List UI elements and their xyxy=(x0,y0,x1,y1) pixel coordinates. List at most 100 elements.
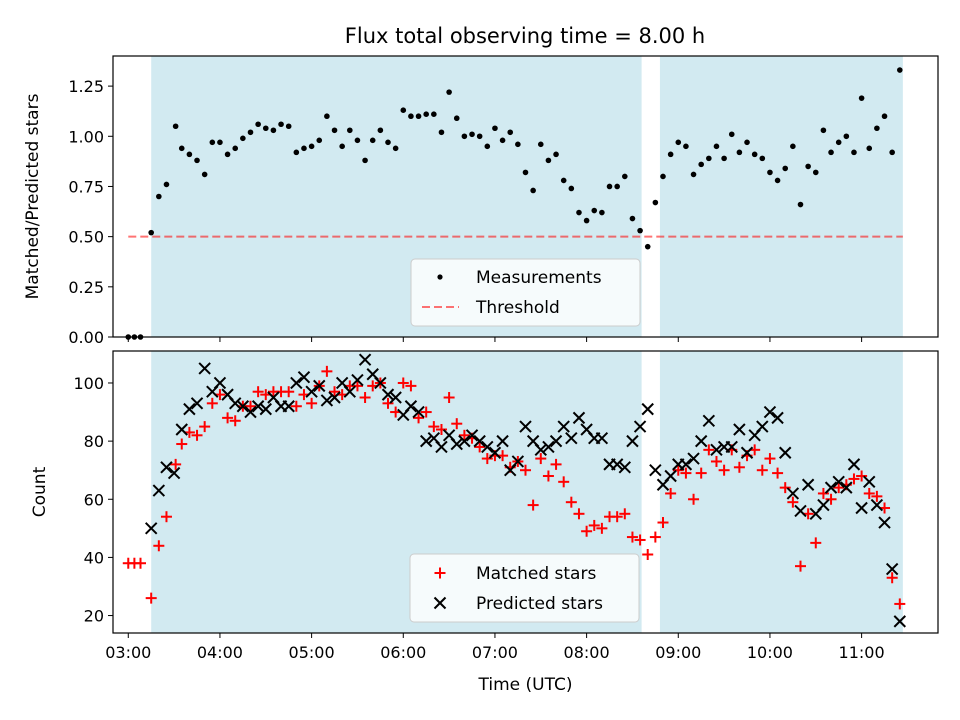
predicted-stars-point xyxy=(733,423,746,436)
matched-stars-point xyxy=(283,386,295,398)
predicted-stars-point xyxy=(389,391,402,404)
cross-stroke xyxy=(847,458,861,471)
predicted-stars-point xyxy=(229,397,242,410)
measurement-point xyxy=(606,183,613,190)
matched-stars-point xyxy=(573,508,585,520)
predicted-stars-point xyxy=(725,440,738,454)
measurement-point xyxy=(537,141,544,148)
cross-stroke xyxy=(610,458,624,471)
measurement-point xyxy=(262,125,269,132)
cross-stroke xyxy=(190,397,204,410)
predicted-stars-point xyxy=(458,434,471,448)
cross-stroke xyxy=(771,411,784,425)
cross-stroke xyxy=(580,423,593,436)
cross-stroke xyxy=(433,596,447,610)
cross-stroke xyxy=(687,452,700,465)
predicted-stars-point xyxy=(404,400,418,413)
measurement-point xyxy=(874,125,880,132)
predicted-stars-point xyxy=(870,498,884,512)
matched-stars-point xyxy=(657,517,669,529)
cross-stroke xyxy=(779,446,792,459)
measurement-point xyxy=(247,129,254,136)
cross-stroke xyxy=(450,437,463,451)
matched-stars-point xyxy=(787,496,799,508)
measurement-point xyxy=(851,149,857,156)
cross-stroke xyxy=(481,440,494,454)
measurement-point xyxy=(782,165,789,172)
cross-stroke xyxy=(618,461,632,474)
cross-stroke xyxy=(710,443,723,457)
cross-stroke xyxy=(756,420,769,433)
matched-stars-point xyxy=(558,476,570,488)
matched-stars-point xyxy=(170,458,182,470)
predicted-stars-point xyxy=(618,461,632,474)
predicted-stars-point xyxy=(435,440,448,454)
predicted-stars-point xyxy=(740,446,754,459)
cross-stroke xyxy=(183,402,196,416)
predicted-stars-point xyxy=(824,481,838,494)
predicted-stars-point xyxy=(412,405,425,419)
measurement-point xyxy=(828,149,834,156)
cross-stroke xyxy=(633,420,647,433)
predicted-stars-point xyxy=(167,466,181,480)
predicted-stars-point xyxy=(565,432,578,445)
measurement-point xyxy=(515,141,521,148)
measurement-point xyxy=(530,187,536,194)
matched-stars-point xyxy=(596,522,608,534)
matched-stars-point xyxy=(535,453,547,465)
cross-stroke xyxy=(863,475,876,489)
legend: Measurements Threshold xyxy=(410,258,641,327)
predicted-stars-point xyxy=(649,463,662,477)
measurement-point xyxy=(897,67,903,73)
measurement-point xyxy=(148,229,154,236)
measurement-point xyxy=(721,155,727,162)
cross-stroke xyxy=(381,388,395,401)
matched-stars-point xyxy=(542,470,554,482)
cross-stroke xyxy=(511,455,525,468)
cross-stroke xyxy=(626,434,639,448)
matched-stars-point xyxy=(894,598,906,610)
measurement-point xyxy=(461,133,468,140)
cross-stroke xyxy=(465,429,479,442)
cross-stroke xyxy=(824,481,838,494)
y-tick-label: 0.00 xyxy=(68,328,104,347)
cross-stroke xyxy=(733,423,746,436)
predicted-stars-point xyxy=(419,434,433,448)
y-tick-label: 100 xyxy=(73,374,104,393)
measurement-point xyxy=(667,151,674,158)
measurements-series xyxy=(125,67,903,340)
legend-cross-marker xyxy=(433,596,447,610)
axes-frame xyxy=(112,350,939,634)
measurement-point xyxy=(736,149,743,156)
predicted-stars-point xyxy=(381,388,395,401)
predicted-stars-point xyxy=(771,411,784,425)
measurement-point xyxy=(629,215,636,222)
predicted-stars-point xyxy=(305,385,318,398)
measurement-point xyxy=(308,143,315,150)
measurement-point xyxy=(217,139,223,146)
measurement-point xyxy=(889,149,895,156)
measurement-point xyxy=(698,161,704,168)
matched-stars-point xyxy=(718,464,730,476)
matched-stars-point xyxy=(810,537,822,549)
matched-stars-point xyxy=(199,421,211,433)
predicted-stars-point xyxy=(893,615,907,628)
y-tick-label: 1.00 xyxy=(68,127,104,146)
measurement-point xyxy=(255,121,261,128)
matched-stars-point xyxy=(520,464,531,476)
predicted-stars-point xyxy=(557,420,570,433)
legend-marker-matched xyxy=(434,567,446,579)
measurement-point xyxy=(331,127,338,134)
measurement-point xyxy=(438,129,445,136)
predicted-stars-point xyxy=(213,376,227,390)
predicted-stars-point xyxy=(855,501,868,515)
observing-window-shade xyxy=(659,56,903,337)
cross-stroke xyxy=(885,562,899,576)
cross-stroke xyxy=(878,516,891,529)
predicted-stars-point xyxy=(511,455,525,468)
matched-stars-point xyxy=(229,415,241,427)
predicted-stars-point xyxy=(702,414,716,427)
predicted-stars-point xyxy=(144,522,158,535)
cross-stroke xyxy=(840,481,853,494)
cross-stroke xyxy=(542,440,555,454)
